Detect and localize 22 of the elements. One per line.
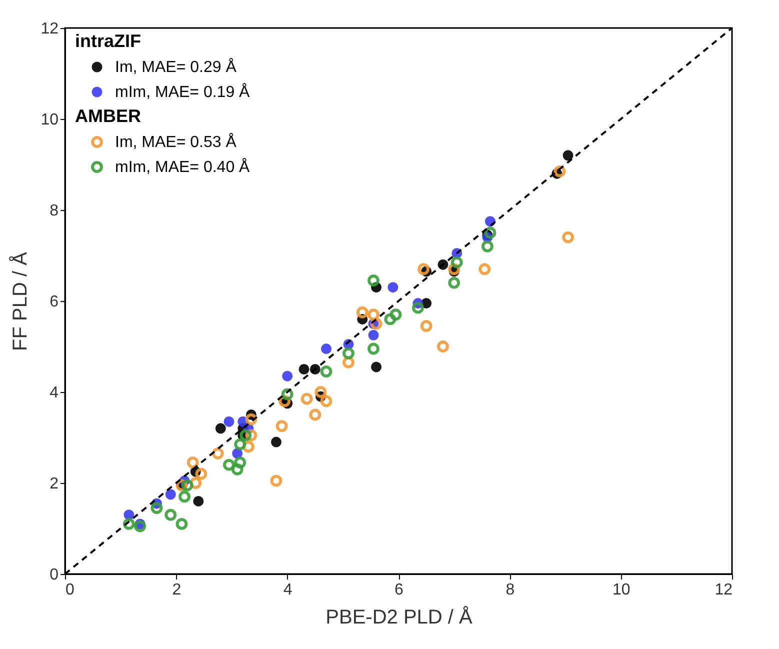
y-tick-label: 8 bbox=[50, 202, 59, 220]
x-tick-label: 10 bbox=[612, 582, 630, 598]
annotation: intraZIF bbox=[75, 31, 141, 51]
annotation: AMBER bbox=[75, 106, 141, 126]
legend-label: mIm, MAE= 0.19 Å bbox=[115, 83, 250, 101]
x-tick-label: 6 bbox=[394, 582, 404, 598]
x-tick-label: 4 bbox=[283, 582, 292, 598]
y-tick-label: 0 bbox=[50, 566, 59, 584]
y-tick-label: 2 bbox=[50, 476, 59, 492]
y-axis-title: FF PLD / Å bbox=[8, 251, 32, 351]
y-tick-label: 4 bbox=[50, 384, 59, 402]
y-tick-label: 10 bbox=[40, 112, 59, 128]
x-tick-label: 0 bbox=[66, 582, 74, 598]
legend-label: Im, MAE= 0.53 Å bbox=[115, 133, 237, 151]
x-tick-label: 8 bbox=[506, 582, 515, 598]
x-axis-title: PBE-D2 PLD / Å bbox=[326, 606, 474, 628]
legend-label: Im, MAE= 0.29 Å bbox=[115, 58, 237, 76]
x-tick-label: 2 bbox=[172, 582, 182, 598]
x-tick-label: 12 bbox=[714, 582, 733, 598]
y-tick-label: 12 bbox=[40, 20, 59, 38]
y-tick-label: 6 bbox=[50, 294, 59, 310]
legend-label: mIm, MAE= 0.40 Å bbox=[115, 158, 250, 176]
